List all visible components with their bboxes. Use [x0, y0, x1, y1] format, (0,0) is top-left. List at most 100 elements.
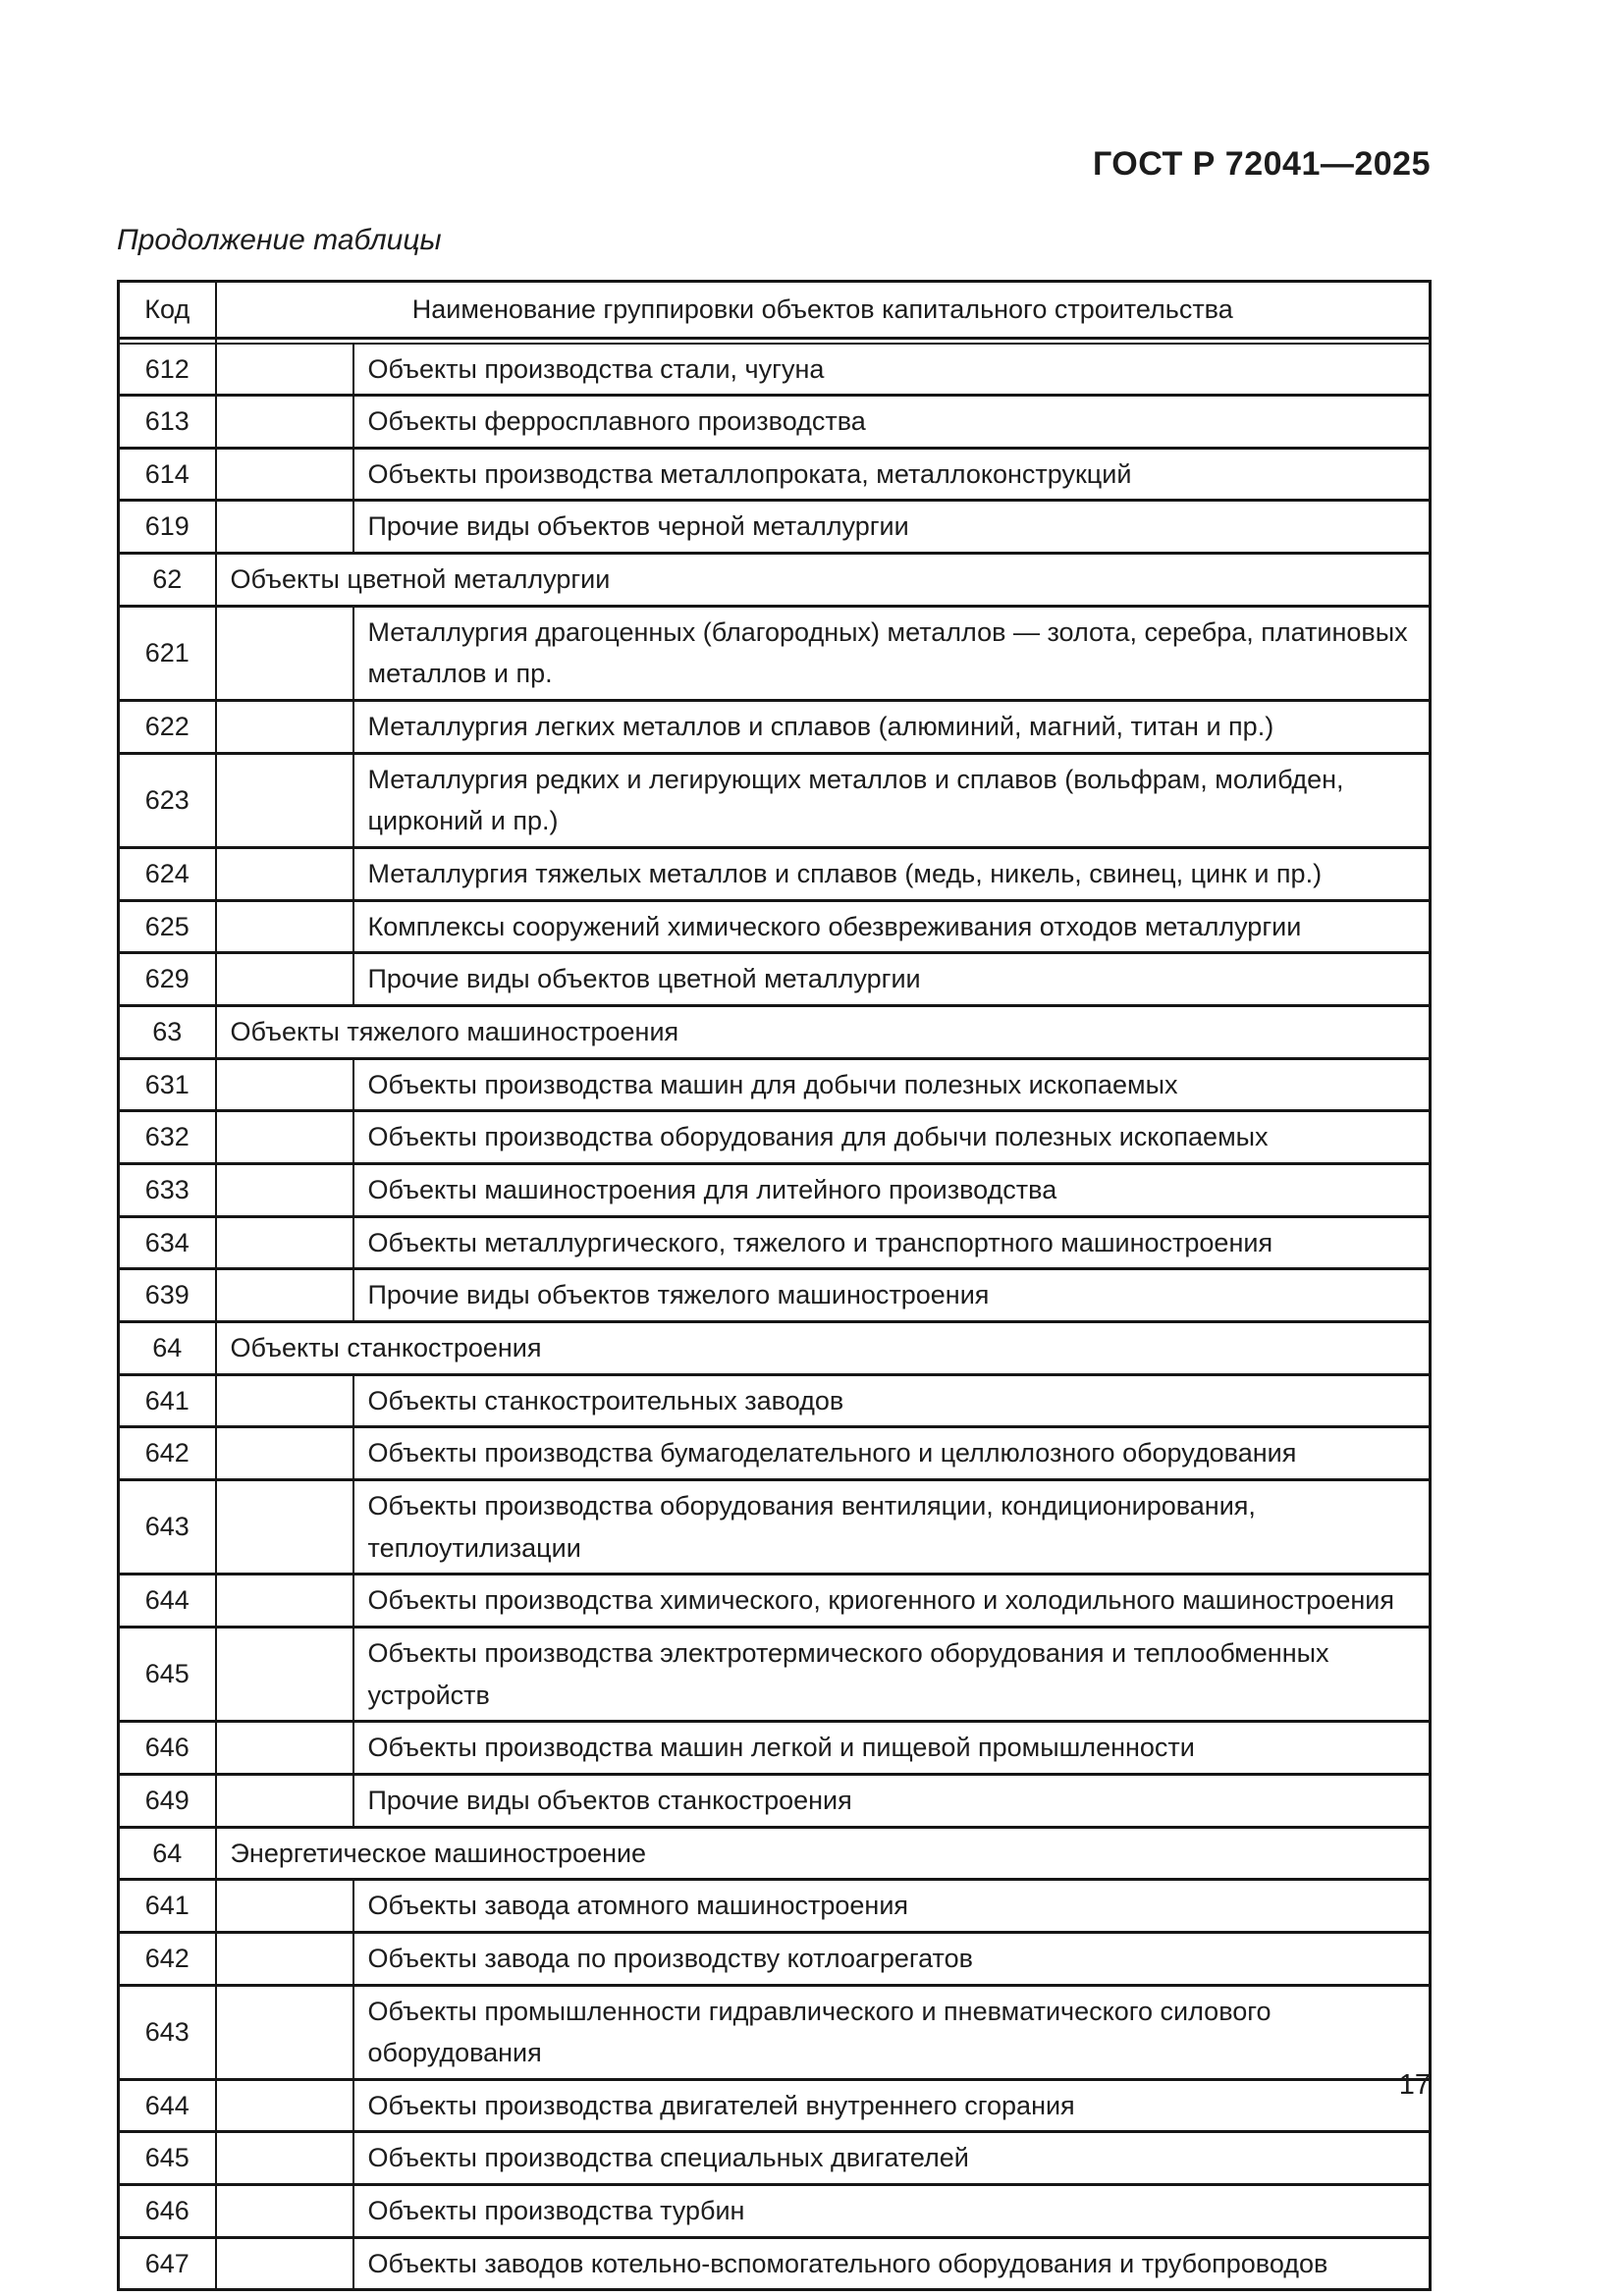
- table-row: 643 Объекты промышленности гидравлическо…: [117, 1985, 1432, 2081]
- indent-cell: [214, 1216, 354, 1271]
- name-cell: Металлургия редких и легирующих металлов…: [352, 753, 1432, 850]
- indent-cell: [214, 1721, 354, 1776]
- code-cell: 641: [117, 1879, 217, 1934]
- table-row: 621 Металлургия драгоценных (благородных…: [117, 606, 1432, 703]
- code-cell: 639: [117, 1268, 217, 1323]
- code-cell: 623: [117, 753, 217, 850]
- table-row: 645 Объекты производства специальных дви…: [117, 2131, 1432, 2187]
- table-row: 644 Объекты производства химического, кр…: [117, 1574, 1432, 1629]
- indent-cell: [214, 1110, 354, 1165]
- table-row: 634 Объекты металлургического, тяжелого …: [117, 1216, 1432, 1271]
- code-cell: 64: [117, 1827, 217, 1882]
- name-cell: Объекты завода по производству котлоагре…: [352, 1932, 1432, 1987]
- name-cell: Объекты производства бумагоделательного …: [352, 1426, 1432, 1481]
- table-row: 613 Объекты ферросплавного производства: [117, 395, 1432, 450]
- name-cell: Объекты производства специальных двигате…: [352, 2131, 1432, 2187]
- name-cell: Металлургия легких металлов и сплавов (а…: [352, 700, 1432, 755]
- indent-cell: [214, 1426, 354, 1481]
- table-row: 646 Объекты производства турбин: [117, 2184, 1432, 2239]
- name-cell: Объекты станкостроительных заводов: [352, 1374, 1432, 1429]
- code-cell: 633: [117, 1163, 217, 1218]
- code-cell: 634: [117, 1216, 217, 1271]
- code-cell: 643: [117, 1479, 217, 1576]
- name-cell: Объекты производства турбин: [352, 2184, 1432, 2239]
- indent-cell: [214, 1479, 354, 1576]
- code-cell: 622: [117, 700, 217, 755]
- name-cell: Объекты производства электротермического…: [352, 1627, 1432, 1724]
- table-row-section: 64 Энергетическое машиностроение: [117, 1827, 1432, 1882]
- indent-cell: [214, 1374, 354, 1429]
- indent-cell: [214, 900, 354, 955]
- table-continuation-caption: Продолжение таблицы: [117, 224, 442, 256]
- indent-cell: [214, 1879, 354, 1934]
- table-row: 642 Объекты завода по производству котло…: [117, 1932, 1432, 1987]
- code-cell: 649: [117, 1774, 217, 1829]
- code-cell: 63: [117, 1005, 217, 1060]
- code-cell: 624: [117, 847, 217, 902]
- indent-cell: [214, 1058, 354, 1113]
- name-cell: Металлургия драгоценных (благородных) ме…: [352, 606, 1432, 703]
- code-cell: 632: [117, 1110, 217, 1165]
- table-row: 629 Прочие виды объектов цветной металлу…: [117, 952, 1432, 1008]
- table-row: 641 Объекты завода атомного машиностроен…: [117, 1879, 1432, 1934]
- table-row: 619 Прочие виды объектов черной металлур…: [117, 500, 1432, 556]
- code-cell: 64: [117, 1321, 217, 1376]
- code-cell: 621: [117, 606, 217, 703]
- name-cell: Прочие виды объектов цветной металлургии: [352, 952, 1432, 1008]
- capital-construction-table: Код Наименование группировки объектов ка…: [117, 280, 1433, 2292]
- table-body: 612 Объекты производства стали, чугуна 6…: [117, 343, 1432, 2292]
- code-cell: 644: [117, 2079, 217, 2134]
- name-cell: Объекты производства металлопроката, мет…: [352, 448, 1432, 503]
- indent-cell: [214, 2184, 354, 2239]
- table-head: Код Наименование группировки объектов ка…: [117, 281, 1432, 345]
- code-cell: 614: [117, 448, 217, 503]
- indent-cell: [214, 500, 354, 556]
- code-cell: 62: [117, 553, 217, 608]
- indent-cell: [214, 753, 354, 850]
- table-row: 639 Прочие виды объектов тяжелого машино…: [117, 1268, 1432, 1323]
- code-cell: 646: [117, 2184, 217, 2239]
- code-cell: 645: [117, 2131, 217, 2187]
- indent-cell: [214, 1985, 354, 2081]
- table-row: 614 Объекты производства металлопроката,…: [117, 448, 1432, 503]
- table-row: 612 Объекты производства стали, чугуна: [117, 343, 1432, 398]
- name-cell: Объекты промышленности гидравлического и…: [352, 1985, 1432, 2081]
- indent-cell: [214, 847, 354, 902]
- table-row: 642 Объекты производства бумагоделательн…: [117, 1426, 1432, 1481]
- name-cell: Объекты станкостроения: [214, 1321, 1432, 1376]
- table-row: 622 Металлургия легких металлов и сплаво…: [117, 700, 1432, 755]
- code-cell: 645: [117, 1627, 217, 1724]
- name-cell: Объекты производства двигателей внутренн…: [352, 2079, 1432, 2134]
- name-cell: Объекты производства химического, криоге…: [352, 1574, 1432, 1629]
- name-cell: Энергетическое машиностроение: [214, 1827, 1432, 1882]
- code-cell: 641: [117, 1374, 217, 1429]
- indent-cell: [214, 2237, 354, 2292]
- table-row: 644 Объекты производства двигателей внут…: [117, 2079, 1432, 2134]
- name-cell: Прочие виды объектов тяжелого машиностро…: [352, 1268, 1432, 1323]
- table-row: 649 Прочие виды объектов станкостроения: [117, 1774, 1432, 1829]
- code-cell: 629: [117, 952, 217, 1008]
- name-cell: Объекты производства машин для добычи по…: [352, 1058, 1432, 1113]
- indent-cell: [214, 1932, 354, 1987]
- table-row: 633 Объекты машиностроения для литейного…: [117, 1163, 1432, 1218]
- indent-cell: [214, 700, 354, 755]
- page-number: 17: [1398, 2069, 1431, 2101]
- table-row: 632 Объекты производства оборудования дл…: [117, 1110, 1432, 1165]
- code-cell: 644: [117, 1574, 217, 1629]
- table-row: 625 Комплексы сооружений химического обе…: [117, 900, 1432, 955]
- table-row: 645 Объекты производства электротермичес…: [117, 1627, 1432, 1724]
- table-row: 641 Объекты станкостроительных заводов: [117, 1374, 1432, 1429]
- name-cell: Объекты производства стали, чугуна: [352, 343, 1432, 398]
- indent-cell: [214, 1574, 354, 1629]
- code-cell: 625: [117, 900, 217, 955]
- name-cell: Объекты ферросплавного производства: [352, 395, 1432, 450]
- indent-cell: [214, 448, 354, 503]
- code-cell: 642: [117, 1426, 217, 1481]
- code-cell: 642: [117, 1932, 217, 1987]
- name-cell: Объекты производства оборудования для до…: [352, 1110, 1432, 1165]
- code-cell: 643: [117, 1985, 217, 2081]
- name-cell: Металлургия тяжелых металлов и сплавов (…: [352, 847, 1432, 902]
- table-row: 631 Объекты производства машин для добыч…: [117, 1058, 1432, 1113]
- name-cell: Объекты машиностроения для литейного про…: [352, 1163, 1432, 1218]
